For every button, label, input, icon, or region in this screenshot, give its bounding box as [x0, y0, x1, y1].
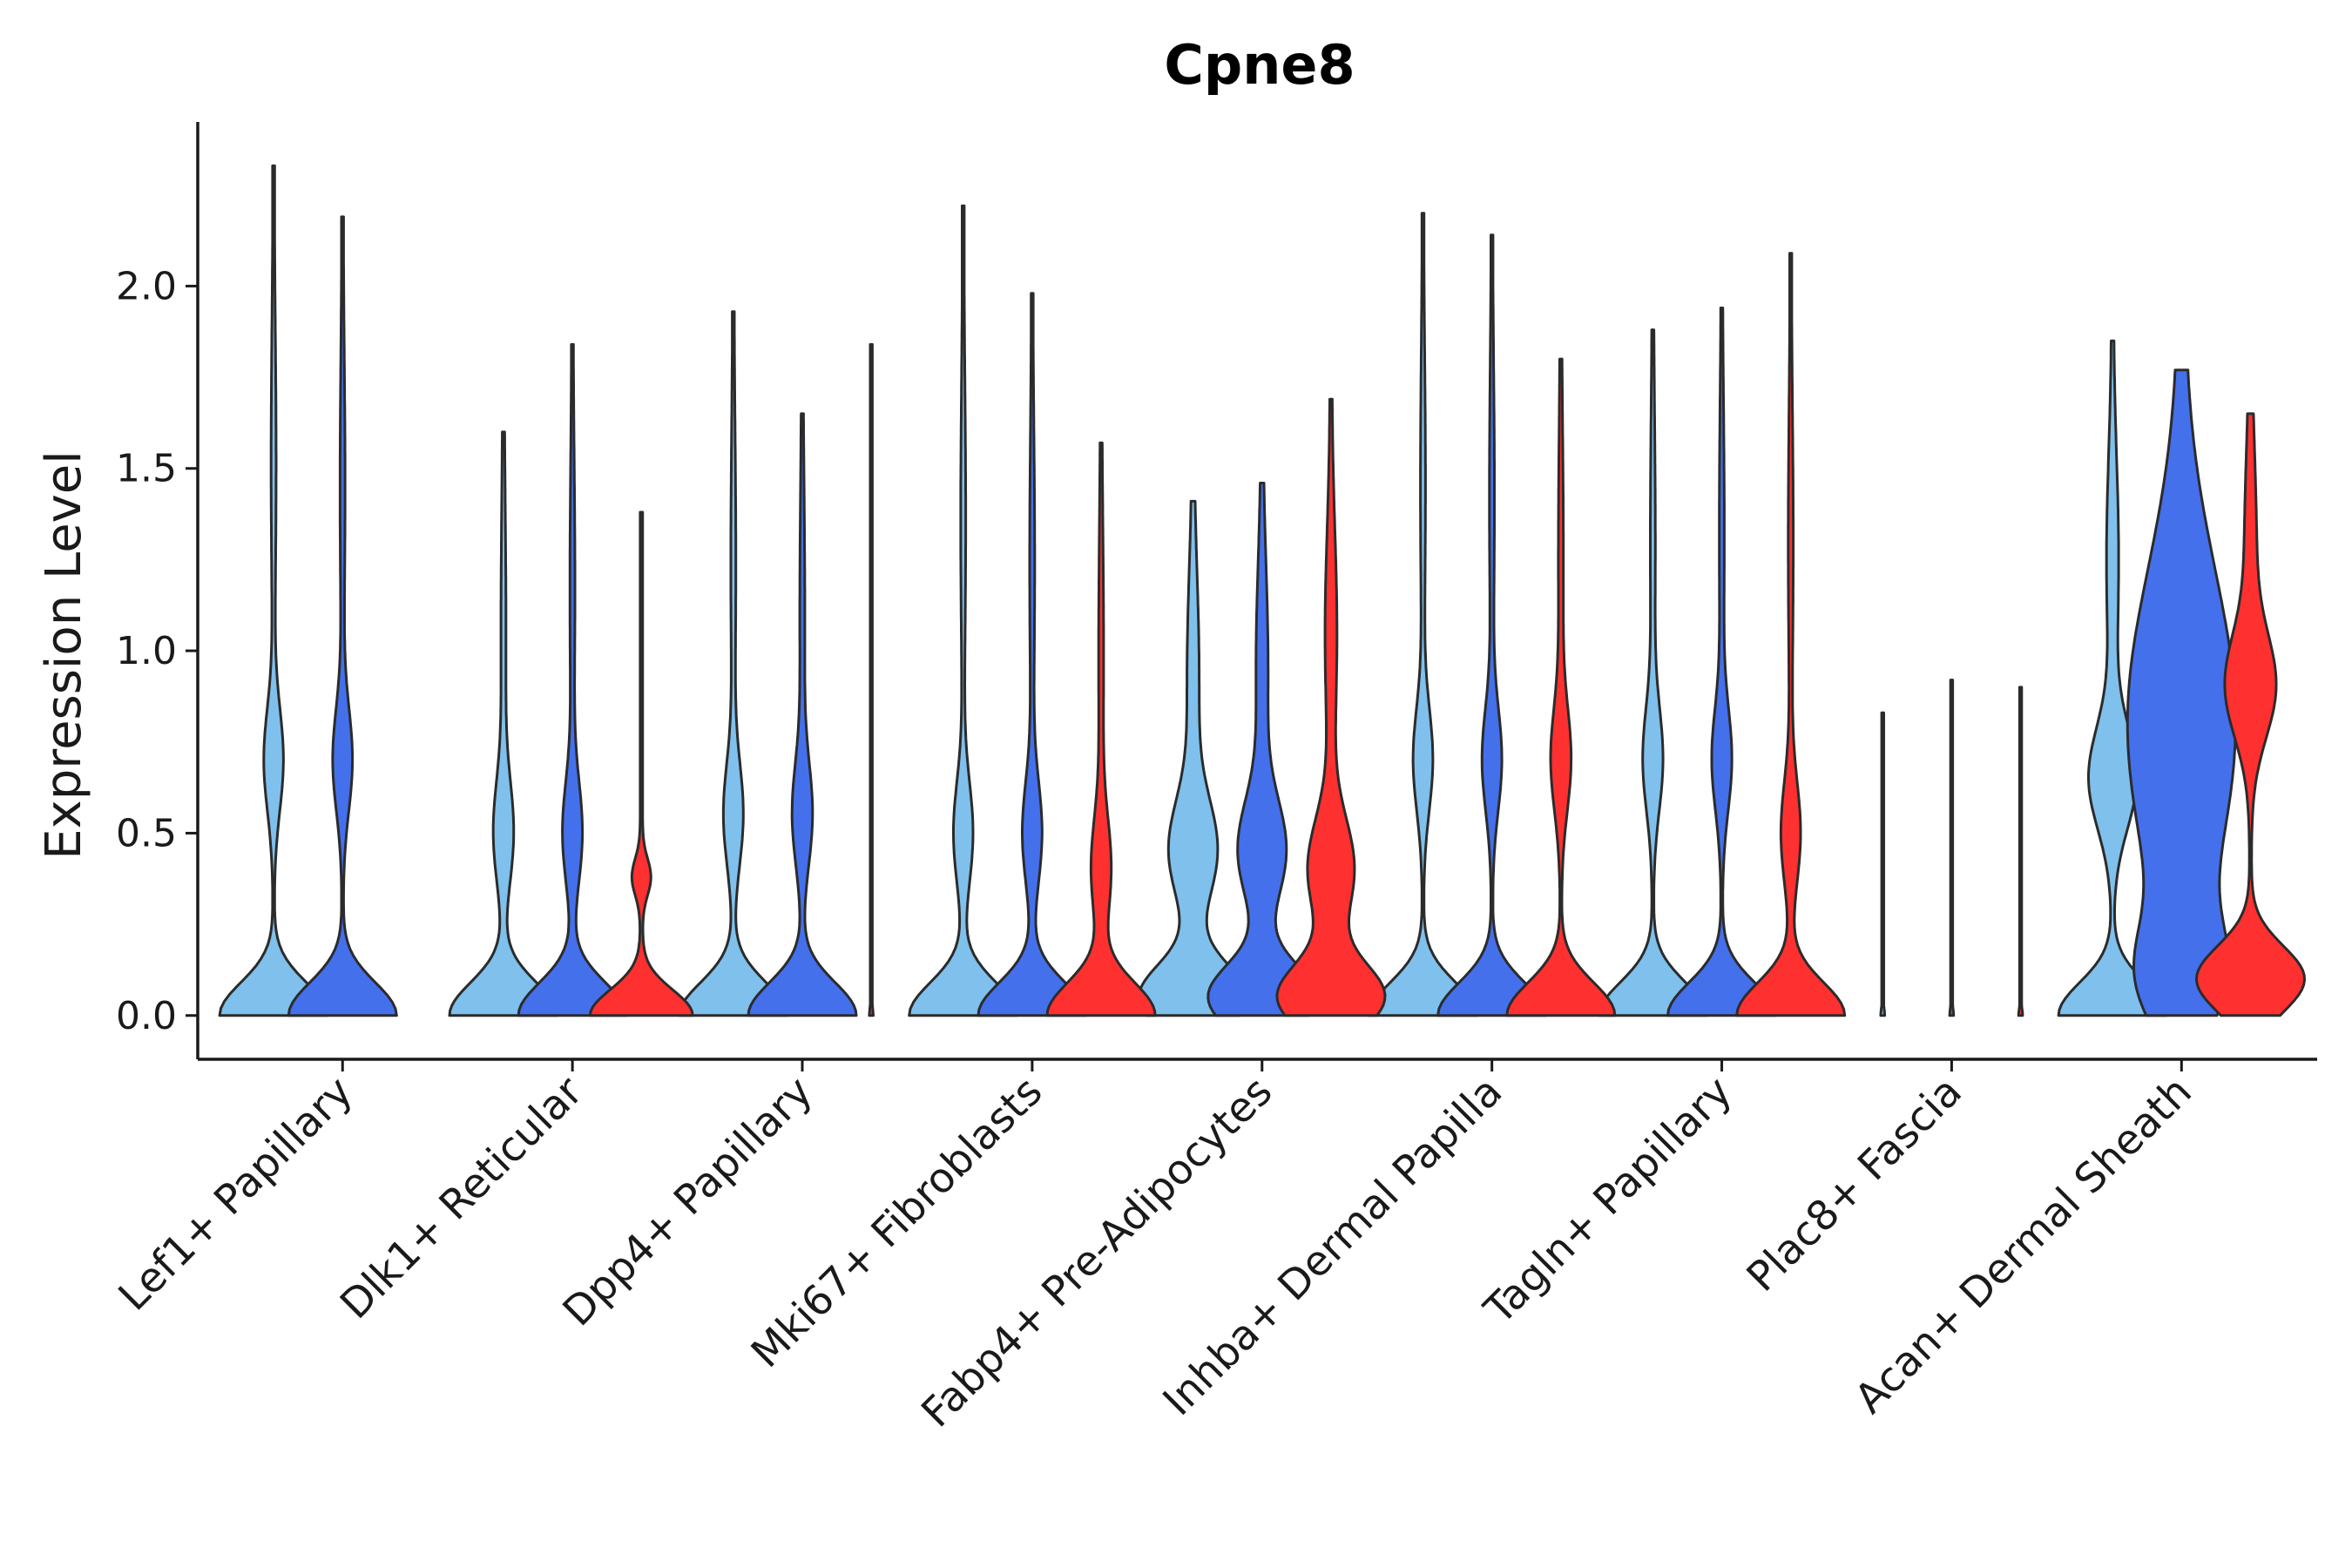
violin-group_a-tagln-papillary	[1597, 328, 1708, 1017]
violin-group_c-inhba-dermal-papilla	[1505, 357, 1617, 1017]
violin-group_c-plac8-fascia	[2017, 686, 2024, 1017]
y-axis-label: Expression Level	[36, 450, 92, 860]
violin-group_c-tagln-papillary	[1735, 252, 1847, 1017]
violin-group_a-fabp4-pre-adipocytes	[1138, 499, 1249, 1017]
violin-group_b-plac8-fascia	[1948, 679, 1956, 1017]
violin-group_c-dlk1-reticular	[588, 510, 694, 1017]
x-tick-label: Lef1+ Papillary	[110, 1068, 362, 1321]
x-tick-label: Plac8+ Fascia	[1738, 1068, 1971, 1301]
violin-group_c-acan-dermal-sheath	[2195, 412, 2306, 1017]
x-tick-label: Tagln+ Papillary	[1475, 1068, 1741, 1335]
y-tick-label: 0.5	[116, 811, 177, 855]
violin-group_c-dpp4-papillary	[868, 342, 875, 1017]
y-tick-label: 2.0	[116, 264, 177, 308]
violin-group_b-acan-dermal-sheath	[2126, 368, 2237, 1017]
violin-group_b-inhba-dermal-papilla	[1436, 233, 1548, 1017]
violin-group_a-dpp4-papillary	[678, 310, 789, 1017]
violin-group_b-dlk1-reticular	[517, 342, 628, 1017]
violin-group_a-lef1-papillary	[218, 164, 329, 1017]
y-tick-label: 1.5	[116, 447, 177, 491]
violin-group_a-dlk1-reticular	[448, 430, 559, 1017]
violin-group_a-inhba-dermal-papilla	[1368, 212, 1478, 1017]
violin-group_b-dpp4-papillary	[747, 412, 858, 1017]
violin-layer	[218, 164, 2306, 1017]
violin-group_a-plac8-fascia	[1879, 711, 1887, 1017]
y-axis: 0.0 0.5 1.0 1.5 2.0	[116, 122, 199, 1059]
violin-group_a-mki67-fibroblasts	[908, 204, 1019, 1017]
violin-group_c-fabp4-pre-adipocytes	[1275, 397, 1387, 1017]
x-tick-label: Dlk1+ Reticular	[331, 1067, 592, 1328]
violin-group_b-lef1-papillary	[287, 215, 398, 1017]
y-tick-label: 1.0	[116, 629, 177, 673]
violin-group_b-mki67-fibroblasts	[977, 292, 1088, 1017]
y-tick-label: 0.0	[116, 994, 177, 1038]
violin-group_c-mki67-fibroblasts	[1045, 441, 1157, 1017]
chart-title: Cpne8	[1164, 33, 1355, 97]
violin-group_b-fabp4-pre-adipocytes	[1206, 482, 1318, 1017]
x-tick-label: Dpp4+ Papillary	[554, 1068, 822, 1336]
violin-group_b-tagln-papillary	[1666, 307, 1778, 1017]
